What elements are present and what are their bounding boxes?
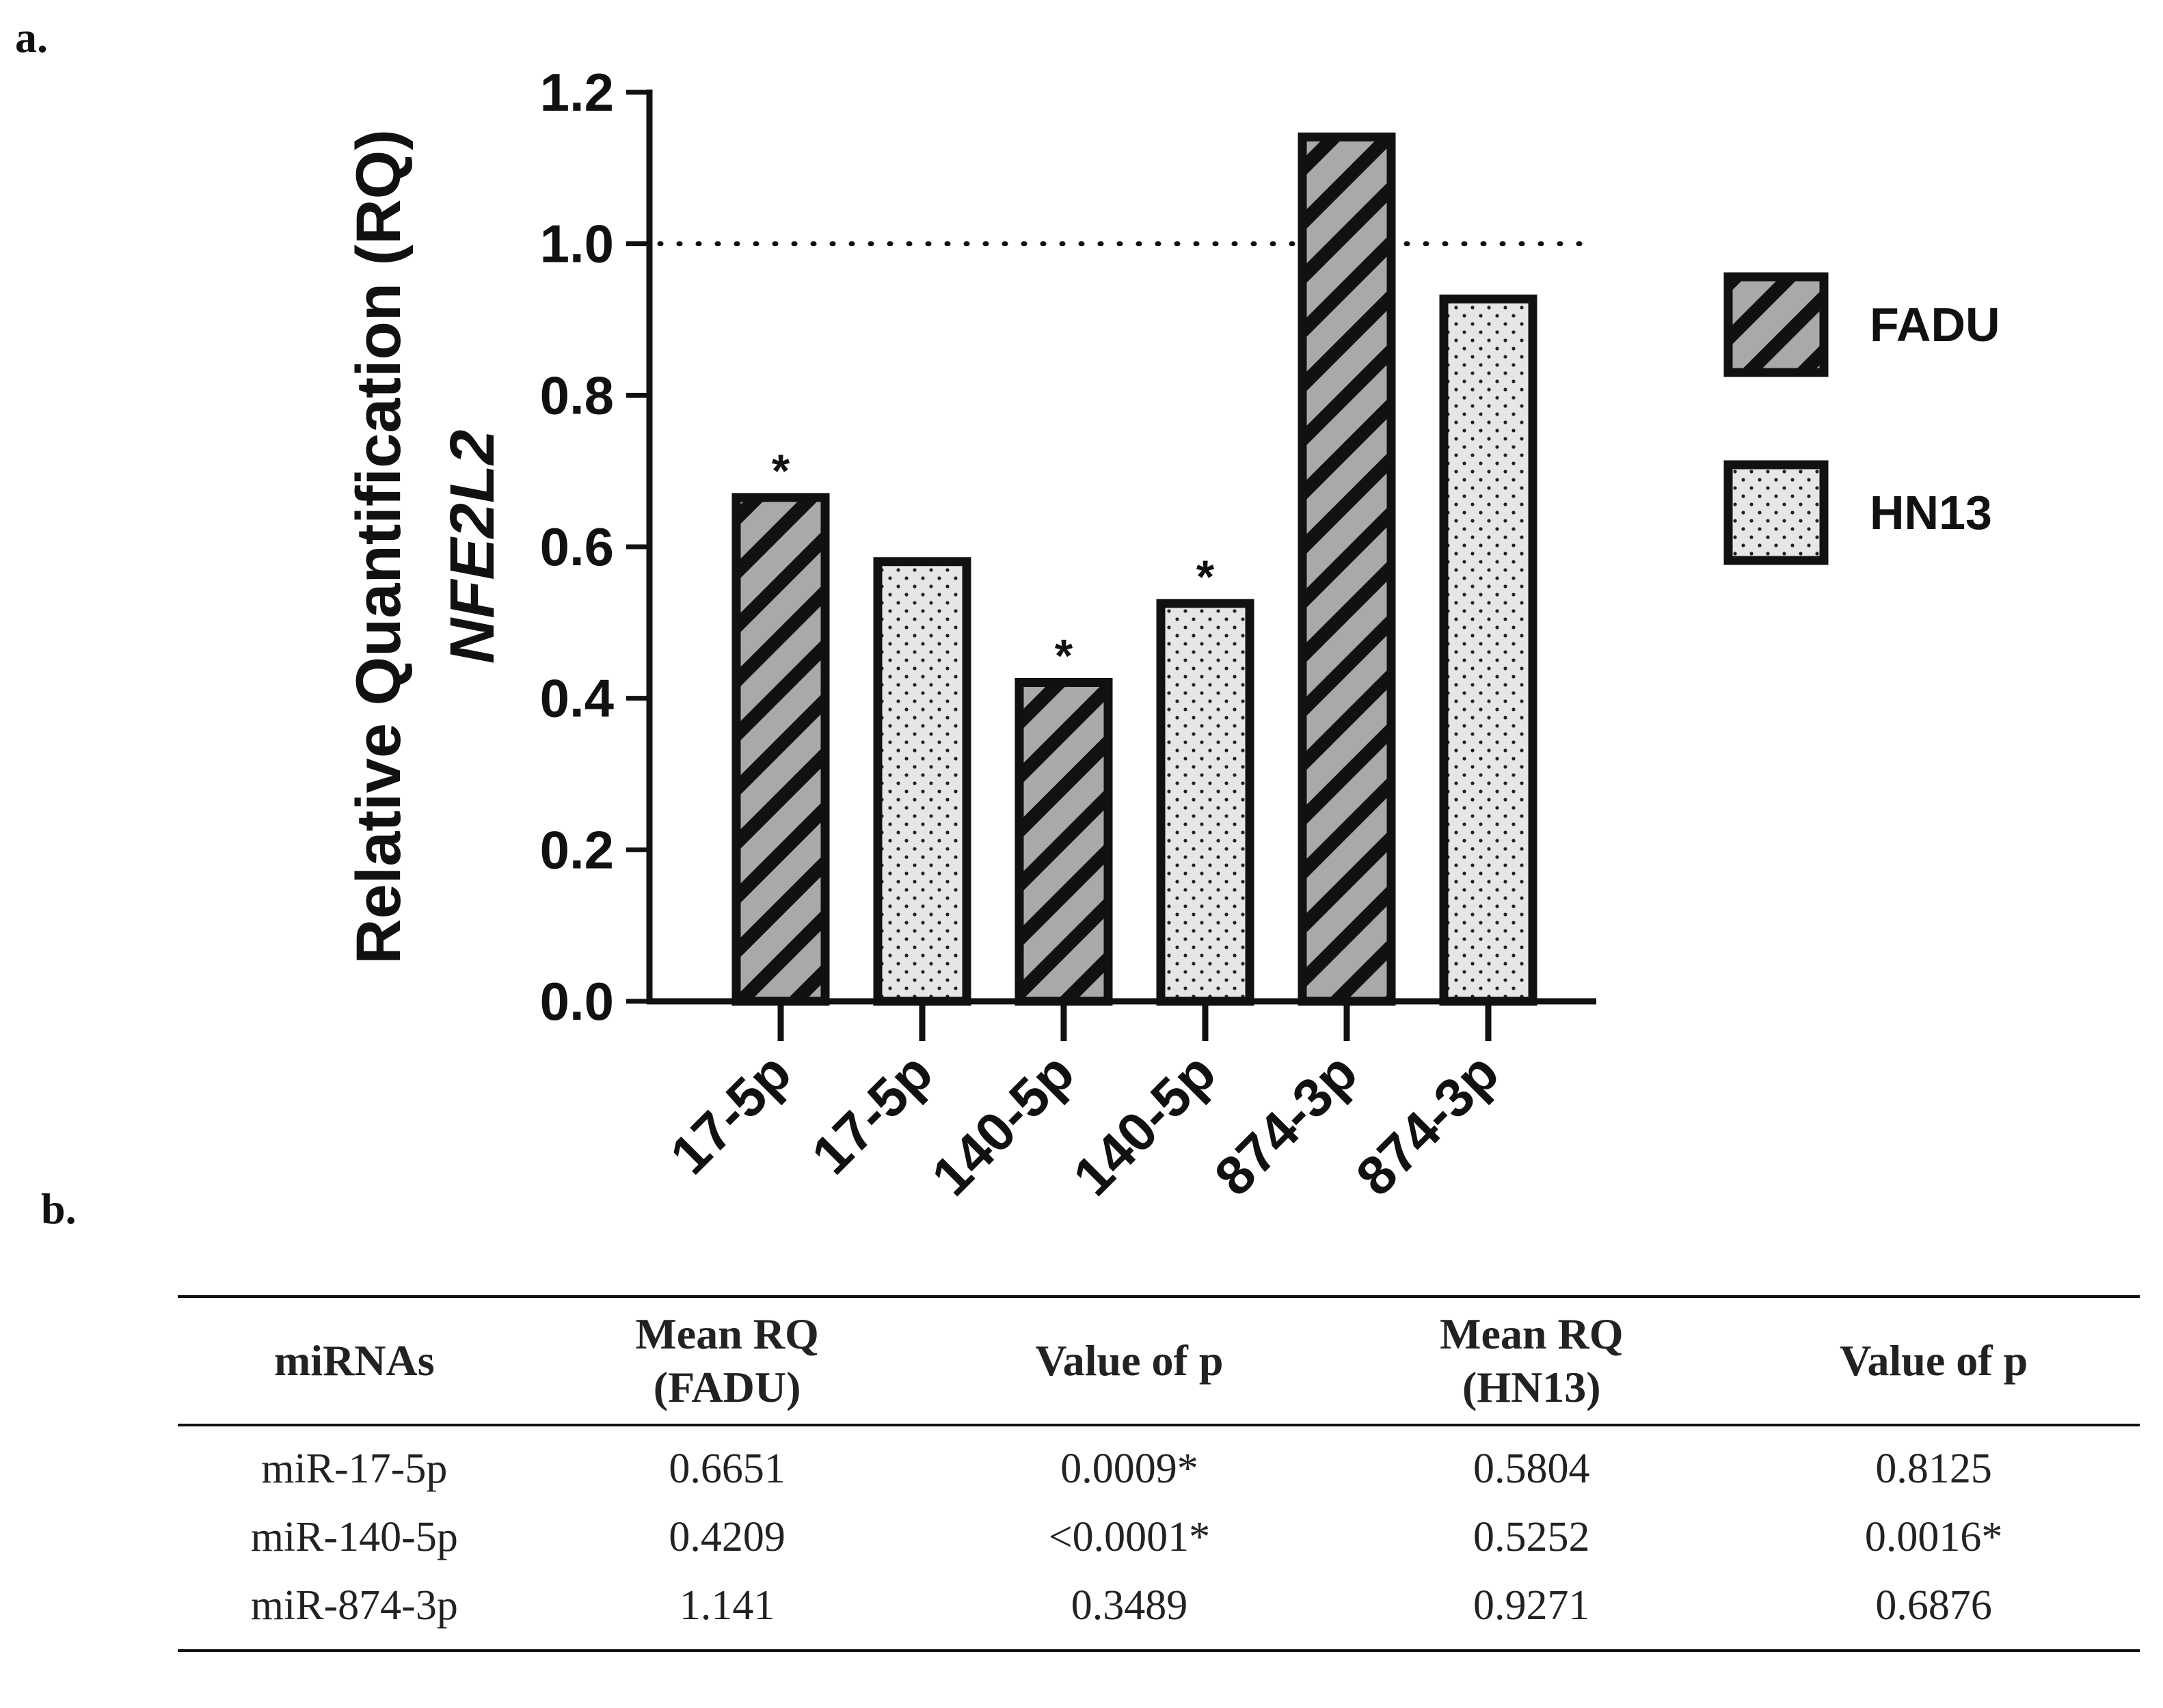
bar-fadu: [731, 493, 830, 1006]
table-cell: 1.141: [679, 1582, 775, 1629]
table-cell: 0.6651: [669, 1446, 785, 1492]
bar-fadu: [1015, 678, 1113, 1006]
x-tick-label: 17-5p: [658, 1042, 803, 1186]
table-cell: 0.5252: [1473, 1514, 1590, 1560]
table-cell: 0.9271: [1473, 1582, 1590, 1629]
legend-label: FADU: [1870, 298, 2000, 351]
table-cell: 0.6876: [1875, 1582, 1992, 1629]
legend-swatch-hn13: [1723, 460, 1829, 565]
header-text: Mean RQ: [635, 1310, 819, 1358]
table-cell: 0.0009*: [1060, 1446, 1198, 1492]
header-text: Mean RQ: [1440, 1310, 1624, 1358]
bar-hn13: [1439, 294, 1537, 1006]
panel-b-label: b.: [41, 1184, 77, 1233]
table-cell: miR-874-3p: [250, 1582, 458, 1629]
table-cell: 0.3489: [1071, 1582, 1188, 1629]
y-axis-label-gene: NFE2L2: [438, 430, 507, 664]
significance-asterisk: *: [1196, 551, 1215, 603]
y-tick-label: 1.2: [540, 62, 614, 122]
table-header-row: miRNAs Mean RQ (FADU) Value of p Mean RQ (…: [178, 1297, 2140, 1425]
header-p-fadu: Value of p: [924, 1297, 1336, 1425]
header-p-hn13: Value of p: [1728, 1297, 2140, 1425]
table-cell: miR-17-5p: [261, 1446, 448, 1492]
y-tick-label: 0.8: [540, 365, 614, 425]
y-tick-label: 0.4: [540, 668, 614, 729]
y-tick-label: 0.6: [540, 517, 614, 577]
header-text: (FADU): [653, 1363, 801, 1411]
x-tick-label: 874-3p: [1345, 1042, 1510, 1207]
table-cell: miR-140-5p: [250, 1514, 458, 1560]
x-tick-label: 874-3p: [1203, 1042, 1369, 1207]
header-mean-rq-hn13: Mean RQ (HN13): [1335, 1297, 1728, 1425]
legend-label: HN13: [1870, 486, 1992, 539]
y-tick-label: 0.2: [540, 819, 614, 880]
y-tick-label: 1.0: [540, 214, 614, 274]
table-cell: 0.0016*: [1864, 1514, 2003, 1560]
significance-asterisk: *: [772, 445, 790, 497]
x-tick-label: 140-5p: [1062, 1042, 1227, 1207]
bar-fadu: [1298, 132, 1396, 1006]
table-row: miR-140-5p 0.4209 <0.0001* 0.5252 0.0016…: [178, 1502, 2140, 1570]
header-mirnas: miRNAs: [178, 1297, 531, 1425]
y-tick-label: 0.0: [540, 971, 614, 1031]
significance-asterisk: *: [1055, 630, 1073, 682]
bar-hn13: [873, 557, 971, 1006]
header-text: miRNAs: [273, 1336, 435, 1385]
table-row: miR-874-3p 1.141 0.3489 0.9271 0.6876: [178, 1570, 2140, 1651]
table-cell: <0.0001*: [1048, 1514, 1211, 1560]
bar-hn13: [1156, 599, 1254, 1006]
header-text: (HN13): [1462, 1363, 1601, 1411]
panel-a-label: a.: [15, 13, 48, 62]
bar-chart: 0.00.20.40.60.81.01.2 *** 17-5p17-5p140-…: [344, 62, 2000, 1207]
results-table: miRNAs Mean RQ (FADU) Value of p Mean RQ (…: [178, 1295, 2140, 1652]
header-text: Value of p: [1035, 1336, 1224, 1385]
legend-swatch-fadu: [1723, 272, 1829, 377]
table-cell: 0.5804: [1473, 1446, 1590, 1492]
table-row: miR-17-5p 0.6651 0.0009* 0.5804 0.8125: [178, 1425, 2140, 1502]
header-mean-rq-fadu: Mean RQ (FADU): [531, 1297, 924, 1425]
table-cell: 0.4209: [669, 1514, 785, 1560]
x-tick-label: 140-5p: [920, 1042, 1086, 1207]
header-text: Value of p: [1840, 1336, 2028, 1385]
y-axis-label: Relative Quantification (RQ): [344, 129, 414, 964]
table-cell: 0.8125: [1875, 1446, 1992, 1492]
